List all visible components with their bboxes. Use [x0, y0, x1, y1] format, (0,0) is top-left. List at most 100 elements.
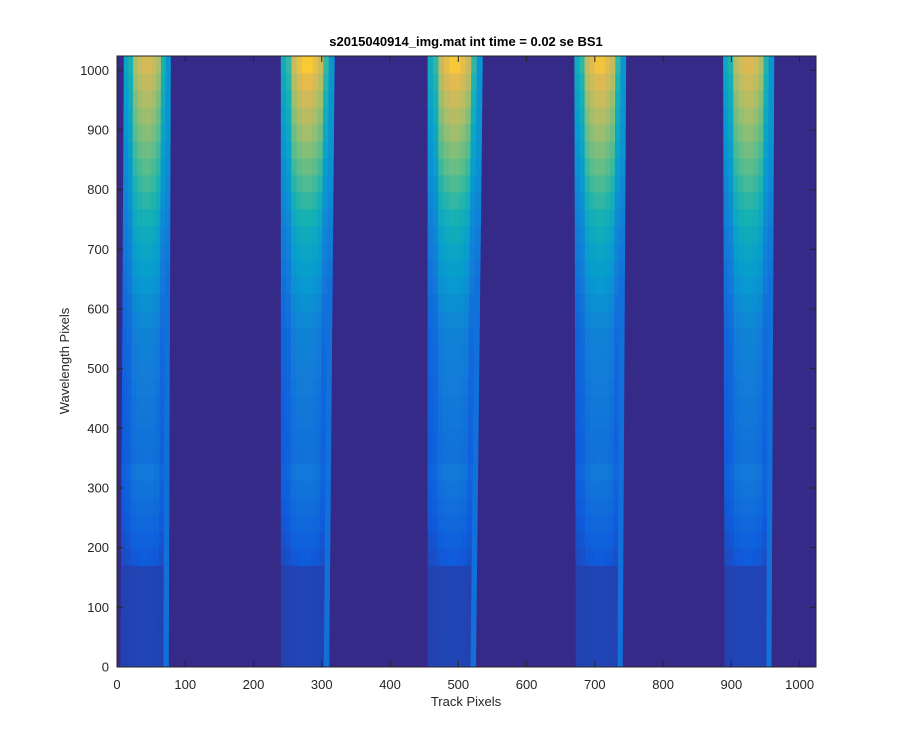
heatmap-cell — [757, 395, 764, 414]
heatmap-cell — [318, 56, 324, 74]
heatmap-cell — [609, 140, 616, 159]
heatmap-cell — [155, 327, 161, 346]
heatmap-cell — [145, 344, 152, 363]
heatmap-cell — [301, 208, 308, 227]
heatmap-cell — [291, 123, 298, 142]
heatmap-cell — [123, 123, 129, 142]
heatmap-stripe-3 — [427, 56, 483, 667]
heatmap-cell — [743, 225, 749, 244]
heatmap-cell — [164, 463, 170, 481]
heatmap-cell — [306, 225, 313, 244]
heatmap-cell — [574, 310, 581, 329]
heatmap-cell — [613, 463, 620, 481]
heatmap-cell — [432, 633, 438, 651]
heatmap-cell — [452, 565, 458, 583]
heatmap-cell — [762, 548, 768, 566]
heatmap-cell — [132, 174, 138, 193]
heatmap-cell — [461, 599, 467, 617]
heatmap-cell — [141, 327, 147, 346]
heatmap-cell — [290, 582, 296, 600]
heatmap-cell — [310, 531, 316, 549]
heatmap-cell — [139, 650, 145, 667]
heatmap-cell — [767, 395, 773, 414]
heatmap-cell — [599, 140, 606, 159]
heatmap-cell — [748, 72, 755, 91]
heatmap-cell — [280, 208, 287, 227]
heatmap-cell — [131, 412, 137, 430]
heatmap-cell — [599, 429, 605, 447]
heatmap-cell — [738, 633, 744, 651]
heatmap-cell — [164, 276, 171, 295]
heatmap-cell — [291, 208, 297, 227]
heatmap-cell — [316, 378, 322, 397]
heatmap-cell — [304, 616, 311, 634]
heatmap-cell — [604, 225, 611, 244]
heatmap-cell — [316, 242, 323, 261]
heatmap-cell — [448, 191, 455, 210]
heatmap-cell — [748, 191, 754, 210]
heatmap-cell — [738, 565, 744, 583]
heatmap-cell — [295, 480, 302, 498]
heatmap-cell — [747, 565, 754, 583]
heatmap-cell — [286, 157, 292, 176]
heatmap-cell — [123, 56, 130, 74]
heatmap-cell — [427, 548, 434, 566]
heatmap-cell — [743, 650, 749, 667]
heatmap-cell — [594, 565, 600, 583]
heatmap-cell — [728, 191, 734, 210]
heatmap-cell — [594, 650, 600, 667]
heatmap-cell — [447, 514, 453, 532]
heatmap-cell — [468, 395, 474, 414]
heatmap-cell — [312, 89, 319, 108]
heatmap-cell — [432, 276, 439, 295]
heatmap-cell — [132, 89, 139, 108]
heatmap-cell — [767, 293, 774, 312]
heatmap-cell — [301, 361, 307, 380]
heatmap-cell — [432, 480, 439, 498]
heatmap-cell — [286, 208, 292, 227]
heatmap-cell — [150, 242, 157, 261]
heatmap-cell — [132, 106, 139, 125]
heatmap-cell — [763, 123, 769, 142]
heatmap-cell — [324, 582, 330, 600]
heatmap-cell — [733, 89, 739, 108]
heatmap-cell — [125, 531, 132, 549]
heatmap-cell — [302, 56, 309, 74]
heatmap-cell — [724, 633, 730, 651]
heatmap-cell — [594, 123, 601, 142]
heatmap-cell — [285, 395, 292, 414]
heatmap-cell — [305, 514, 311, 532]
heatmap-cell — [145, 463, 151, 481]
heatmap-cell — [306, 208, 313, 227]
heatmap-cell — [155, 293, 161, 312]
heatmap-cell — [325, 446, 332, 464]
heatmap-cell — [438, 106, 445, 125]
heatmap-cell — [306, 310, 312, 329]
heatmap-cell — [584, 582, 591, 600]
heatmap-cell — [132, 191, 138, 210]
heatmap-cell — [285, 565, 292, 583]
heatmap-cell — [146, 191, 152, 210]
heatmap-cell — [467, 463, 474, 481]
heatmap-cell — [305, 582, 311, 600]
heatmap-cell — [128, 56, 134, 74]
heatmap-cell — [604, 293, 610, 312]
heatmap-cell — [752, 633, 758, 651]
heatmap-cell — [130, 514, 137, 532]
heatmap-cell — [469, 208, 476, 227]
heatmap-cell — [723, 191, 730, 210]
heatmap-cell — [458, 276, 465, 295]
heatmap-cell — [460, 72, 467, 91]
heatmap-cell — [461, 633, 467, 651]
heatmap-cell — [290, 463, 297, 481]
heatmap-cell — [432, 293, 439, 312]
x-tick-label: 700 — [584, 677, 606, 692]
heatmap-cell — [286, 174, 292, 193]
heatmap-cell — [130, 565, 136, 583]
heatmap-cell — [164, 259, 171, 278]
heatmap-cell — [312, 140, 319, 159]
heatmap-cell — [123, 140, 129, 159]
heatmap-cell — [301, 242, 308, 261]
heatmap-cell — [766, 514, 773, 532]
heatmap-cell — [146, 225, 152, 244]
